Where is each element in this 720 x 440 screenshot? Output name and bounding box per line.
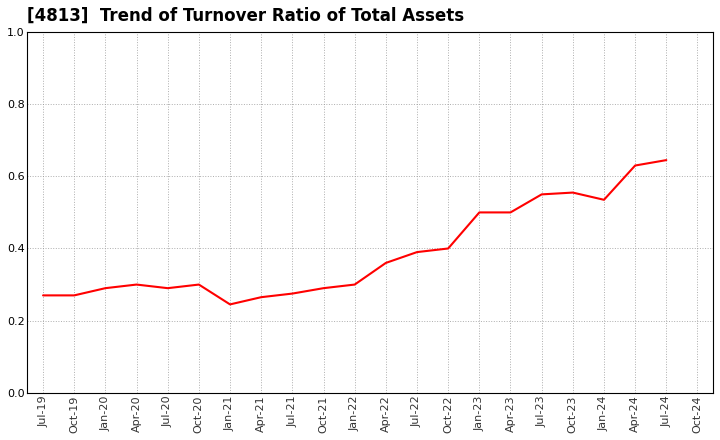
Text: [4813]  Trend of Turnover Ratio of Total Assets: [4813] Trend of Turnover Ratio of Total … <box>27 7 464 25</box>
